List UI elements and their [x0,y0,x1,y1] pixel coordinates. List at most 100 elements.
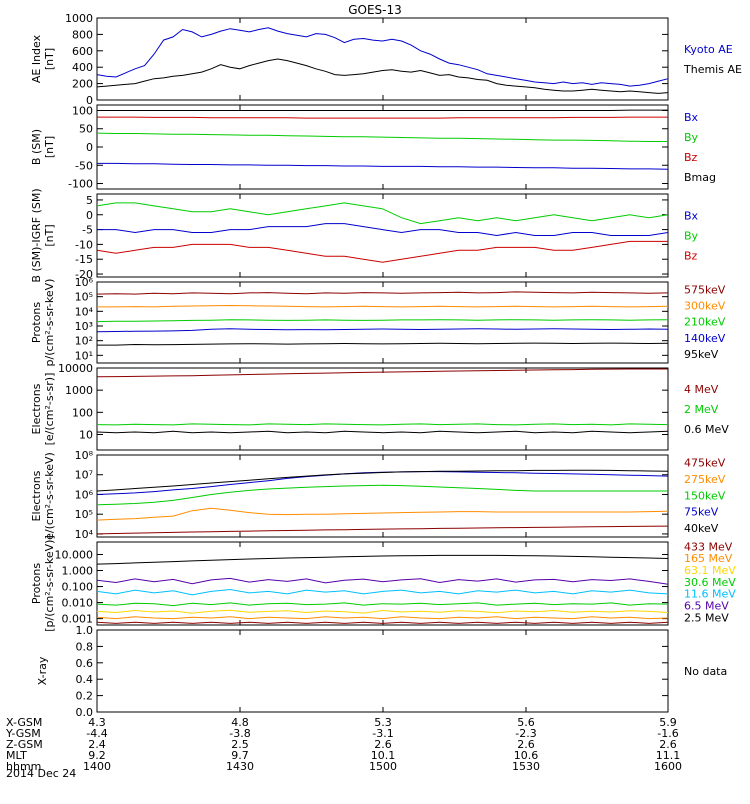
panel-frame [97,455,668,537]
y-tick-label: 0.100 [62,581,94,594]
legend-entry: 140keV [684,332,726,345]
y-tick-label: 50 [79,123,93,136]
legend-entry: Kyoto AE [684,43,733,56]
y-tick-label: 200 [72,78,93,91]
panel-7: 0.0010.0100.1001.00010.000Protons[p/(cm²… [30,535,736,632]
series-line-275kev [97,508,668,520]
y-axis-label: Protons [30,563,43,604]
orbit-value: 1430 [226,760,254,773]
legend-entry: 4 MeV [684,383,719,396]
legend-entry: 210keV [684,316,726,329]
series-line-2-5-mev [97,555,668,564]
y-axis-label: B (SM) [30,129,43,165]
series-line-2-mev [97,424,668,425]
y-tick-label: 0.2 [76,690,94,703]
series-line-210kev [97,320,668,322]
legend-entry: 475keV [684,456,726,469]
y-tick-label: 1.0 [76,624,94,637]
series-line-bz [97,117,668,118]
y-tick-label: 0 [86,209,93,222]
legend-entry: 75keV [684,506,719,519]
y-tick-label: 600 [72,45,93,58]
y-tick-label: 1.000 [62,565,94,578]
y-tick-label: 10⁵ [75,291,93,304]
series-line-140kev [97,329,668,332]
y-tick-label: 10⁴ [75,305,94,318]
legend-entry: 300keV [684,300,726,313]
series-line-30-6-mev [97,603,668,606]
orbit-value: 1400 [83,760,111,773]
panel-frame [97,630,668,712]
date-label: 2014 Dec 24 [6,767,76,780]
y-tick-label: 800 [72,28,93,41]
y-tick-label: 10.000 [55,548,94,561]
legend-entry: Bz [684,250,698,263]
legend-entry: Bz [684,151,698,164]
y-tick-label: 10⁶ [75,488,94,501]
legend-entry: Themis AE [683,63,742,76]
y-axis-label: [nT] [43,136,56,158]
series-line-themis-ae [97,59,668,93]
y-axis-label: p/(cm²-s-sr-keV) [43,279,56,367]
series-line-bz [97,241,668,262]
y-axis-label: [p/(cm²-s-sr-keV)] [43,535,56,632]
legend-entry: 150keV [684,489,726,502]
y-tick-label: -100 [68,178,93,191]
panel-5: 10 100 1000 10000 Electrons[e/(cm²-s-sr)] 4 M… [30,362,729,450]
legend-entry: By [684,131,699,144]
y-tick-label: 10000 [58,362,93,375]
y-tick-label: 1000 [65,12,93,25]
y-axis-label: Protons [30,302,43,343]
y-tick-label: 0.4 [76,673,94,686]
panel-frame [97,282,668,363]
y-tick-label: 10⁵ [75,508,93,521]
y-axis-label: [nT] [43,224,56,246]
y-axis-label: [e/(cm²-s-sr)] [43,373,56,446]
legend-entry: 95keV [684,348,719,361]
series-line-11-6-mev [97,590,668,595]
y-tick-label: 10 [79,429,93,442]
legend-entry: By [684,230,699,243]
y-tick-label: 10⁸ [75,449,94,462]
panel-frame [97,368,668,450]
y-tick-label: -15 [75,253,93,266]
y-axis-label: e/(cm²-s-sr-keV) [43,452,56,540]
series-line-6-5-mev [97,578,668,584]
legend-entry: 0.6 MeV [684,423,729,436]
y-tick-label: 100 [72,406,93,419]
series-line-300kev [97,306,668,307]
y-axis-label: Electrons [30,470,43,521]
y-tick-label: -50 [75,159,93,172]
y-tick-label: 10³ [75,320,93,333]
y-tick-label: 1000 [65,384,93,397]
legend-entry: 275keV [684,473,726,486]
series-line-95kev [97,343,668,345]
series-line-575kev [97,292,668,294]
series-line-165-mev [97,617,668,619]
legend-entry: 2 MeV [684,403,719,416]
y-tick-label: 10² [75,335,93,348]
series-line-bx [97,224,668,236]
orbit-value: 1530 [512,760,540,773]
y-axis-label: Electrons [30,383,43,434]
y-tick-label: 5 [86,194,93,207]
y-axis-label: B (SM)-IGRF (SM) [30,188,43,282]
y-tick-label: 0.6 [76,657,94,670]
y-axis-label: X-ray [36,656,49,685]
y-tick-label: 10¹ [75,349,93,362]
y-tick-label: 10⁴ [75,528,94,541]
series-line-150kev [97,485,668,505]
orbit-value: 1600 [654,760,682,773]
y-axis-label: [nT] [43,48,56,70]
y-tick-label: 10⁶ [75,276,94,289]
series-line-bx [97,163,668,169]
y-tick-label: 10⁷ [75,469,93,482]
y-tick-label: -10 [75,238,93,251]
series-line-0-6-mev [97,431,668,432]
legend-entry: Bx [684,111,699,124]
y-tick-label: 0 [86,141,93,154]
